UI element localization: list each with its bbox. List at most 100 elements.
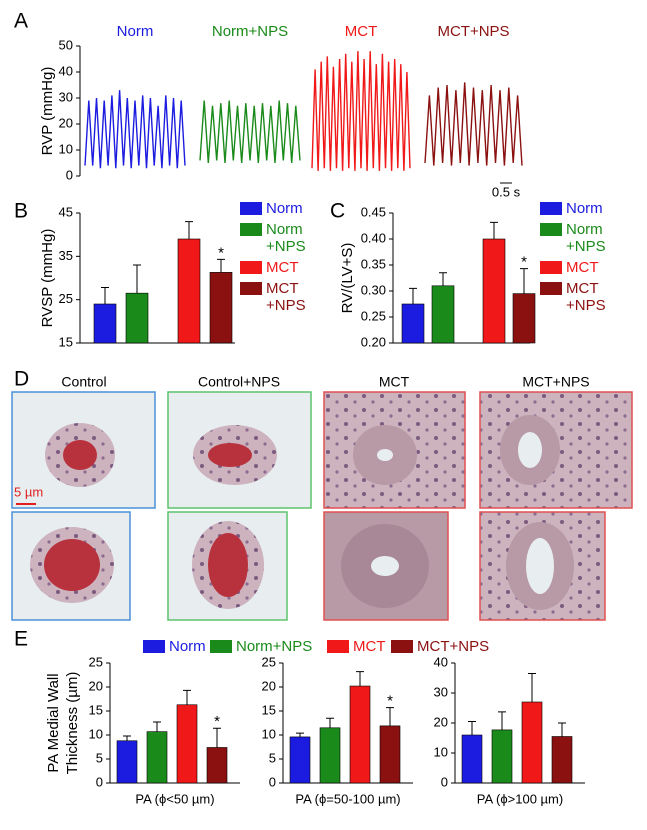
panel-label: E bbox=[14, 628, 28, 651]
legend-label: Norm +NPS bbox=[566, 221, 606, 255]
error-bar bbox=[213, 727, 221, 748]
micrograph bbox=[167, 391, 312, 509]
error-bar bbox=[101, 287, 109, 304]
y-tick-label: 35 bbox=[59, 248, 73, 263]
trace-title: Norm+NPS bbox=[212, 23, 288, 40]
error-bar bbox=[133, 264, 141, 294]
bar bbox=[125, 292, 149, 344]
y-tick-label: 40 bbox=[59, 63, 73, 78]
significance: * bbox=[387, 693, 393, 710]
bar bbox=[482, 238, 506, 344]
y-tick-label: 10 bbox=[262, 726, 276, 741]
y-tick-label: 0.45 bbox=[361, 204, 386, 219]
legend-swatch bbox=[143, 640, 165, 653]
legend-swatch bbox=[391, 640, 413, 653]
error-bar bbox=[123, 735, 131, 741]
error-bar bbox=[326, 717, 334, 728]
legend-swatch bbox=[540, 261, 562, 274]
error-bar bbox=[528, 673, 536, 702]
panel-label: B bbox=[14, 200, 28, 223]
bar bbox=[379, 725, 401, 784]
micrograph-title: Control+NPS bbox=[198, 374, 280, 390]
legend-label: MCT +NPS bbox=[266, 280, 306, 314]
legend-swatch bbox=[240, 261, 262, 274]
y-tick-label: 0.35 bbox=[361, 256, 386, 271]
y-tick-label: 20 bbox=[434, 714, 448, 729]
legend-label: MCT+NPS bbox=[417, 638, 489, 655]
y-tick-label: 15 bbox=[262, 702, 276, 717]
y-tick-label: 0.30 bbox=[361, 282, 386, 297]
error-bar bbox=[439, 272, 447, 286]
y-tick-label: 20 bbox=[59, 115, 73, 130]
bar bbox=[209, 272, 233, 344]
y-tick-label: 45 bbox=[59, 204, 73, 219]
bar bbox=[349, 685, 371, 784]
legend-box: Norm Norm +NPS MCT MCT +NPS bbox=[240, 200, 344, 314]
y-tick-label: 20 bbox=[89, 678, 103, 693]
error-bar bbox=[153, 721, 161, 732]
y-tick-label: 0 bbox=[441, 774, 448, 789]
error-bar bbox=[185, 221, 193, 239]
legend-item: Norm +NPS bbox=[540, 221, 644, 255]
error-bar bbox=[356, 671, 364, 687]
x-axis-label: PA (ϕ<50 µm) bbox=[135, 791, 214, 806]
y-axis-label-box: PA Medial Wall Thickness (µm) bbox=[45, 671, 81, 775]
trace bbox=[311, 51, 411, 171]
y-tick-label: 20 bbox=[262, 678, 276, 693]
bar bbox=[206, 747, 228, 784]
y-tick-label: 0.20 bbox=[361, 334, 386, 349]
y-axis-label: PA Medial Wall Thickness (µm) bbox=[45, 671, 81, 775]
legend-label: MCT +NPS bbox=[566, 280, 606, 314]
trace bbox=[84, 90, 186, 169]
legend: Norm Norm +NPS MCT MCT +NPS bbox=[540, 200, 644, 314]
x-axis-label: PA (ϕ=50-100 µm) bbox=[295, 791, 400, 806]
panel-label: C bbox=[330, 200, 345, 223]
bar bbox=[319, 727, 341, 784]
significance: * bbox=[218, 244, 224, 261]
legend-box: Norm Norm +NPS MCT MCT +NPS bbox=[540, 200, 644, 314]
legend: Norm Norm +NPS MCT MCT +NPS bbox=[240, 200, 344, 314]
legend-label: Norm bbox=[169, 638, 206, 655]
y-tick-label: 0 bbox=[269, 774, 276, 789]
legend-label: MCT bbox=[266, 259, 299, 276]
legend-label: Norm+NPS bbox=[236, 638, 312, 655]
error-bar bbox=[498, 711, 506, 730]
trace-title: MCT bbox=[345, 23, 378, 40]
error-bar bbox=[409, 287, 417, 304]
bar bbox=[176, 704, 198, 784]
y-axis-label: RVP (mmHg) bbox=[39, 67, 56, 156]
y-tick-label: 25 bbox=[89, 654, 103, 669]
legend-item: MCT +NPS bbox=[540, 280, 644, 314]
y-tick-label: 0 bbox=[66, 167, 73, 182]
y-tick-label: 0.25 bbox=[361, 308, 386, 323]
legend-swatch bbox=[240, 202, 262, 215]
scale-bar-label: 0.5 s bbox=[492, 184, 521, 199]
legend-swatch bbox=[210, 640, 232, 653]
legend-label: MCT bbox=[353, 638, 386, 655]
legend-item: Norm bbox=[240, 200, 344, 217]
error-bar bbox=[558, 722, 566, 737]
error-bar bbox=[296, 732, 304, 737]
bar bbox=[551, 736, 573, 784]
y-tick-label: 0.40 bbox=[361, 230, 386, 245]
bar bbox=[177, 238, 201, 344]
trace bbox=[424, 82, 523, 166]
legend-label: MCT bbox=[566, 259, 599, 276]
micrograph-title: MCT bbox=[379, 374, 410, 390]
y-axis-label: RV/(LV+S) bbox=[339, 243, 356, 314]
y-tick-label: 15 bbox=[89, 702, 103, 717]
error-bar bbox=[490, 221, 498, 239]
bar bbox=[146, 731, 168, 784]
legend-item: Norm +NPS bbox=[240, 221, 344, 255]
panel-label: D bbox=[14, 368, 29, 391]
error-bar bbox=[520, 268, 528, 294]
trace-title: Norm bbox=[117, 23, 154, 40]
bar bbox=[512, 293, 536, 344]
legend-swatch bbox=[327, 640, 349, 653]
panel-label: A bbox=[14, 10, 28, 33]
legend-swatch bbox=[240, 282, 262, 295]
legend-item: Norm bbox=[540, 200, 644, 217]
y-tick-label: 0 bbox=[96, 774, 103, 789]
bar bbox=[431, 285, 455, 344]
